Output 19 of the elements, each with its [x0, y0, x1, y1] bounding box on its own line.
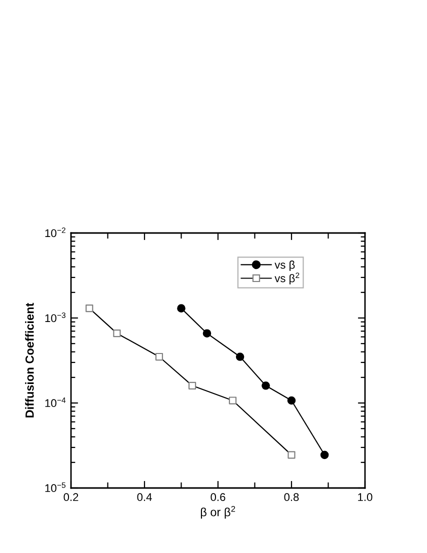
point [113, 330, 121, 338]
x-tick-label: 0.8 [284, 493, 299, 502]
x-tick-label: 1.0 [358, 493, 372, 502]
x-tick-label: 0.6 [210, 493, 226, 502]
y-tick-label: 10$^{−5}$ [45, 482, 66, 492]
y-tick-label: 10$^{−2}$ [45, 227, 66, 238]
x-axis-title: β or β$^{2}$ [200, 506, 236, 519]
point [155, 352, 164, 361]
x-tick-label: 0.2 [64, 493, 78, 502]
y-tick-label: 10$^{−4}$ [45, 397, 66, 408]
point [188, 382, 196, 390]
point [86, 304, 94, 312]
x-tick-label: 0.4 [137, 493, 152, 502]
point [288, 451, 296, 459]
y-axis-title: Diffusion Coefficient [25, 302, 34, 418]
point [228, 396, 237, 404]
legend-label: vs β$^{2}$ [274, 272, 300, 284]
y-tick-label: 10$^{−3}$ [45, 312, 66, 322]
legend-label: vs β [274, 260, 295, 271]
